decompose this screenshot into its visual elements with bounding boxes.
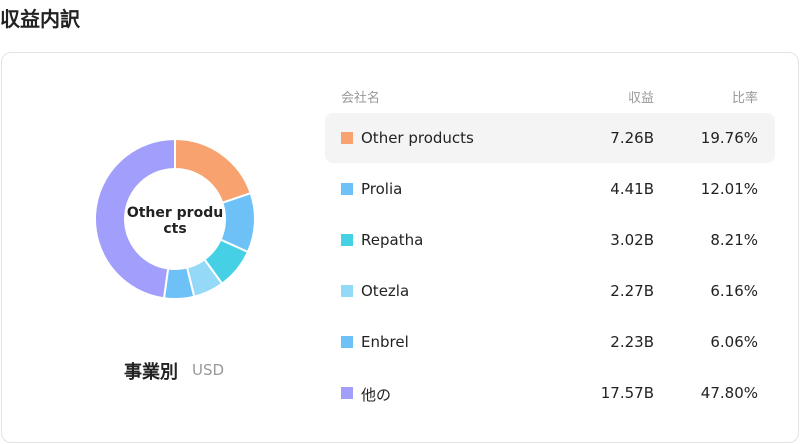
card [1,52,799,443]
row-revenue: 3.02B [610,231,654,249]
pie-slice [174,137,252,205]
row-name: 他の [361,386,392,404]
legend-swatch [341,336,353,348]
row-ratio: 8.21% [710,231,758,249]
row-ratio: 12.01% [700,180,758,198]
row-name: Other products [361,129,474,147]
row-ratio: 47.80% [700,384,758,402]
row-ratio: 6.16% [710,282,758,300]
column-header: 収益 [627,91,654,106]
row-revenue: 2.23B [610,333,654,351]
legend-swatch [341,132,353,144]
column-header: 会社名 [341,91,381,106]
row-name: Enbrel [361,333,409,351]
legend-swatch [341,387,353,399]
pie-slice [94,137,176,300]
legend-swatch [341,285,353,297]
page-title: 収益内訳 [0,7,80,31]
column-header: 比率 [731,91,758,106]
row-name: Repatha [361,231,424,249]
legend-swatch [341,183,353,195]
row-ratio: 19.76% [700,129,758,147]
row-ratio: 6.06% [710,333,758,351]
caption-unit: USD [192,361,225,379]
row-revenue: 2.27B [610,282,654,300]
center-label: Other products [126,205,224,237]
row-name: Prolia [361,180,403,198]
row-revenue: 4.41B [610,180,654,198]
row-revenue: 17.57B [600,384,654,402]
caption-title: 事業別 [124,362,178,383]
row-revenue: 7.26B [610,129,654,147]
row-highlight [325,113,775,163]
row-name: Otezla [361,282,410,300]
legend-swatch [341,234,353,246]
